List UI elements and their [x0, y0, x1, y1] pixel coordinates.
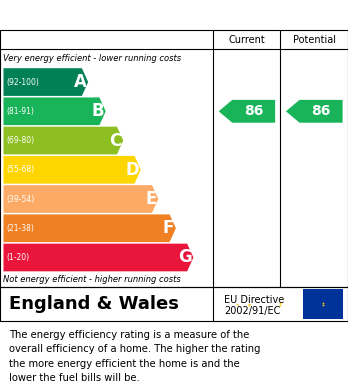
Text: (92-100): (92-100) [6, 77, 39, 86]
Polygon shape [3, 156, 141, 184]
Polygon shape [3, 68, 88, 96]
Text: Current: Current [229, 35, 265, 45]
Text: Very energy efficient - lower running costs: Very energy efficient - lower running co… [3, 54, 182, 63]
Polygon shape [286, 100, 342, 123]
Text: Energy Efficiency Rating: Energy Efficiency Rating [9, 8, 229, 23]
Bar [303, 289, 343, 319]
Text: G: G [178, 249, 192, 267]
Text: B: B [91, 102, 104, 120]
Text: C: C [109, 131, 121, 149]
Text: (81-91): (81-91) [6, 107, 34, 116]
Text: 86: 86 [311, 104, 331, 118]
Text: 86: 86 [244, 104, 263, 118]
Text: F: F [163, 219, 174, 237]
Text: (39-54): (39-54) [6, 194, 34, 204]
Text: 2002/91/EC: 2002/91/EC [224, 306, 280, 316]
Text: (1-20): (1-20) [6, 253, 29, 262]
Text: (55-68): (55-68) [6, 165, 34, 174]
Text: D: D [125, 161, 139, 179]
Text: England & Wales: England & Wales [9, 295, 179, 313]
Polygon shape [219, 100, 275, 123]
Text: (69-80): (69-80) [6, 136, 34, 145]
Text: Not energy efficient - higher running costs: Not energy efficient - higher running co… [3, 275, 181, 284]
Text: EU Directive: EU Directive [224, 295, 284, 305]
Polygon shape [3, 244, 193, 271]
Text: (21-38): (21-38) [6, 224, 34, 233]
Polygon shape [3, 127, 123, 154]
Polygon shape [3, 97, 106, 125]
Text: E: E [145, 190, 157, 208]
Polygon shape [3, 214, 176, 242]
Text: Potential: Potential [293, 35, 336, 45]
Text: A: A [73, 73, 86, 91]
Text: The energy efficiency rating is a measure of the
overall efficiency of a home. T: The energy efficiency rating is a measur… [9, 330, 260, 383]
Polygon shape [3, 185, 158, 213]
